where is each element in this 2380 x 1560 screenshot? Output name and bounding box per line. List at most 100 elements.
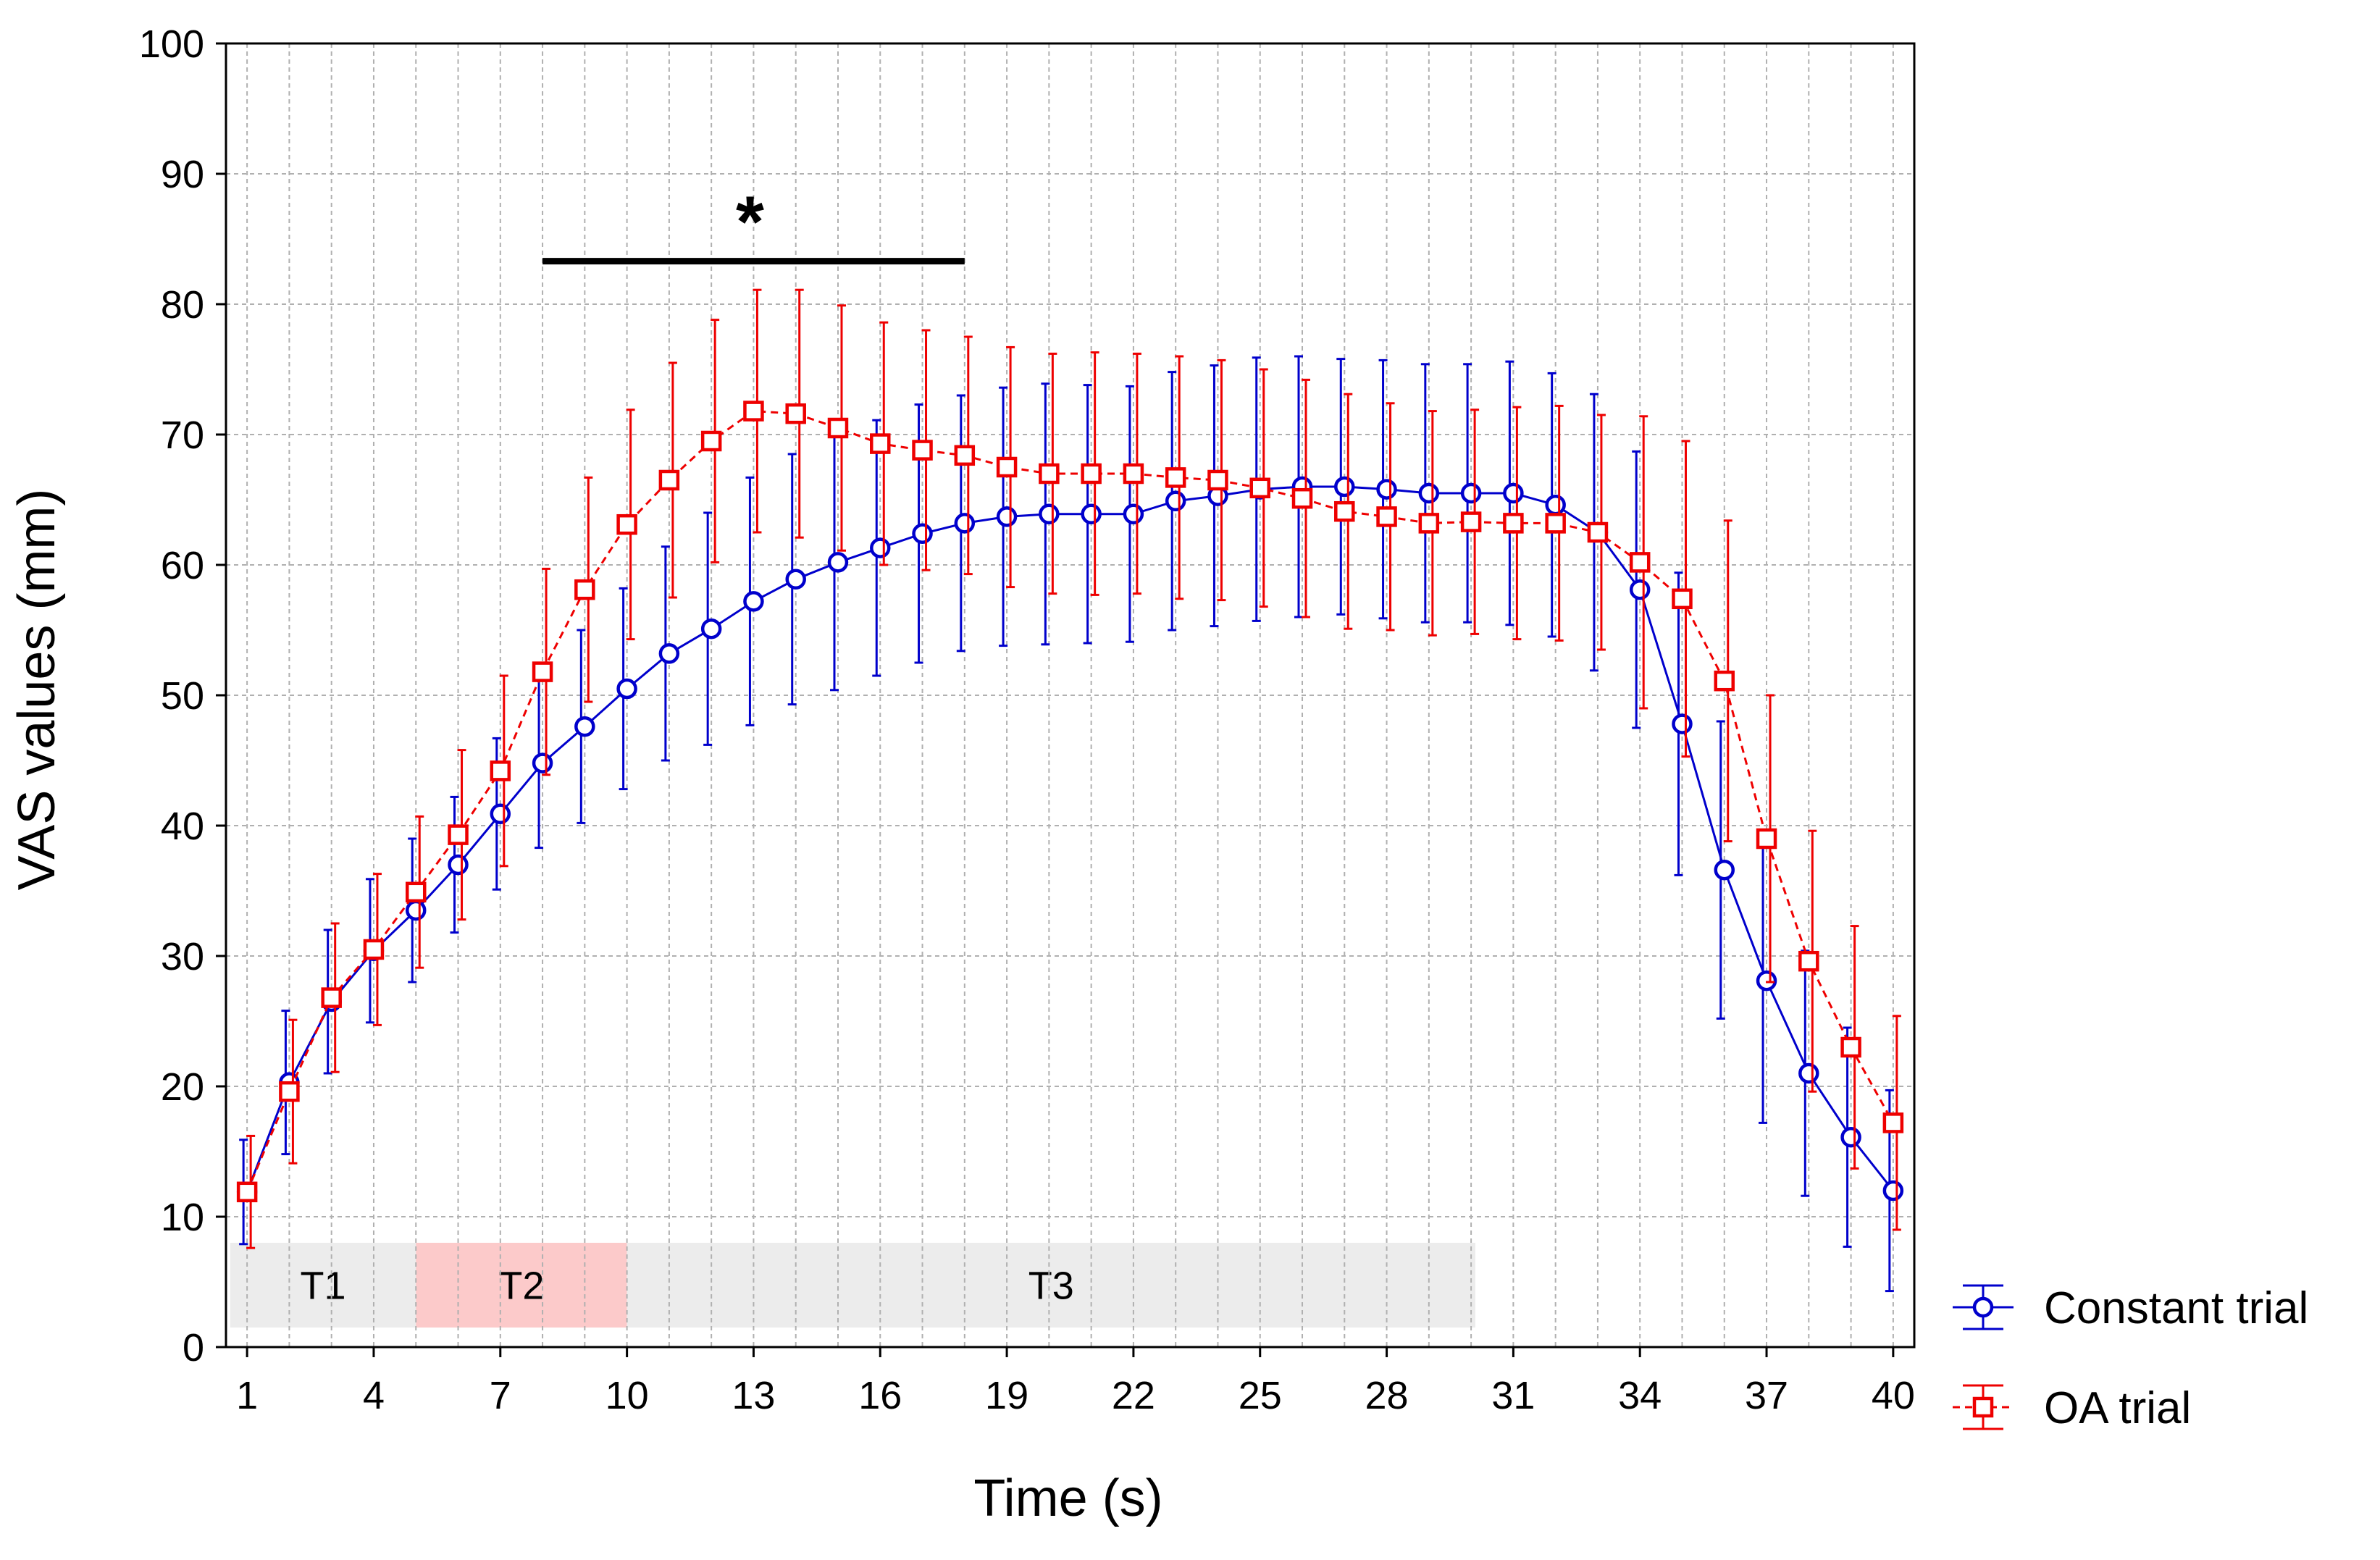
phase-band-t2	[416, 1243, 627, 1328]
data-point	[405, 881, 427, 903]
data-point	[1039, 463, 1060, 485]
y-tick-label: 70	[161, 414, 204, 457]
data-point	[870, 537, 891, 558]
data-point	[1165, 467, 1186, 488]
axis-ticks	[216, 42, 1895, 1357]
data-point	[490, 760, 511, 781]
data-point	[870, 433, 891, 454]
y-tick-label: 60	[161, 544, 204, 587]
legend-label: OA trial	[2044, 1383, 2191, 1433]
data-point	[1081, 463, 1102, 485]
data-point	[1629, 579, 1651, 600]
x-tick-label: 34	[1618, 1374, 1662, 1417]
x-tick-label: 7	[490, 1374, 511, 1417]
data-point	[616, 678, 637, 700]
phase-label-t2: T2	[498, 1265, 544, 1308]
data-point	[1418, 482, 1440, 504]
data-point	[1081, 503, 1102, 525]
data-point	[785, 403, 806, 424]
data-point	[996, 506, 1018, 527]
data-point	[1334, 476, 1355, 498]
data-point	[363, 939, 385, 960]
legend-label: Constant trial	[2044, 1283, 2308, 1333]
data-point	[700, 618, 722, 639]
data-point	[1418, 513, 1440, 534]
series-oa-trial	[236, 288, 1904, 1249]
data-point	[827, 417, 849, 439]
x-axis-title: Time (s)	[973, 1469, 1162, 1527]
x-tick-label: 40	[1872, 1374, 1915, 1417]
data-point	[1798, 950, 1819, 972]
x-tick-label: 25	[1239, 1374, 1282, 1417]
data-point	[1714, 670, 1735, 692]
data-point	[827, 552, 849, 573]
data-point	[1460, 511, 1482, 532]
data-point	[1545, 513, 1566, 534]
data-point	[743, 591, 764, 612]
data-point	[279, 1081, 300, 1102]
data-point	[1756, 970, 1777, 991]
legend-marker	[1972, 1396, 1994, 1418]
x-tick-label: 22	[1112, 1374, 1155, 1417]
x-tick-label: 13	[732, 1374, 775, 1417]
data-point	[1165, 490, 1186, 512]
significance-annotation: *	[542, 182, 965, 265]
data-point	[321, 987, 342, 1008]
x-tick-label: 10	[606, 1374, 649, 1417]
y-tick-label: 10	[161, 1196, 204, 1239]
data-point	[954, 445, 976, 466]
data-point	[1503, 482, 1524, 504]
data-point	[1672, 713, 1693, 734]
significance-star: *	[736, 182, 764, 263]
data-point	[954, 513, 976, 534]
data-point	[1249, 477, 1270, 499]
data-point	[743, 401, 764, 422]
data-point	[1672, 588, 1693, 610]
data-point	[1756, 828, 1777, 850]
x-tick-label: 1	[236, 1374, 258, 1417]
data-point	[574, 716, 595, 737]
data-point	[1207, 469, 1228, 491]
y-tick-label: 30	[161, 935, 204, 978]
phase-label-t3: T3	[1028, 1265, 1074, 1308]
data-point	[700, 430, 722, 452]
x-tick-label: 28	[1365, 1374, 1409, 1417]
data-point	[448, 854, 469, 876]
y-tick-label: 20	[161, 1065, 204, 1109]
data-point	[1376, 506, 1397, 527]
legend: Constant trial OA trial	[1953, 1283, 2308, 1433]
data-point	[236, 1181, 258, 1203]
data-point	[448, 824, 469, 845]
data-point	[1587, 521, 1609, 543]
data-point	[1840, 1036, 1861, 1058]
legend-marker	[1972, 1296, 1994, 1318]
x-tick-label: 19	[985, 1374, 1028, 1417]
phase-label-t1: T1	[301, 1265, 346, 1308]
data-point	[532, 661, 553, 682]
y-tick-label: 100	[139, 22, 204, 66]
data-point	[658, 469, 680, 491]
data-point	[1334, 500, 1355, 522]
phase-bands: T1 T2 T3	[230, 1243, 1475, 1328]
data-point	[1840, 1126, 1861, 1148]
x-tick-label: 37	[1745, 1374, 1788, 1417]
data-point	[532, 752, 553, 773]
y-tick-label: 80	[161, 283, 204, 327]
data-point	[574, 579, 595, 600]
data-point	[1882, 1180, 1904, 1202]
x-tick-labels: 1 4 7 10 13 16 19 22 25 28 31 34 37 40	[236, 1374, 1915, 1417]
data-point	[616, 513, 637, 535]
data-point	[658, 643, 680, 664]
series-line-oa-trial	[246, 410, 1895, 1193]
phase-band-t1	[230, 1243, 416, 1328]
data-point	[1291, 487, 1313, 509]
data-point	[490, 803, 511, 825]
series-line-constant-trial	[246, 485, 1895, 1193]
data-point	[405, 899, 427, 921]
phase-band-t3	[627, 1243, 1475, 1328]
data-point	[1123, 463, 1144, 485]
x-tick-label: 16	[858, 1374, 902, 1417]
y-tick-label: 50	[161, 674, 204, 718]
data-point	[1882, 1112, 1904, 1133]
